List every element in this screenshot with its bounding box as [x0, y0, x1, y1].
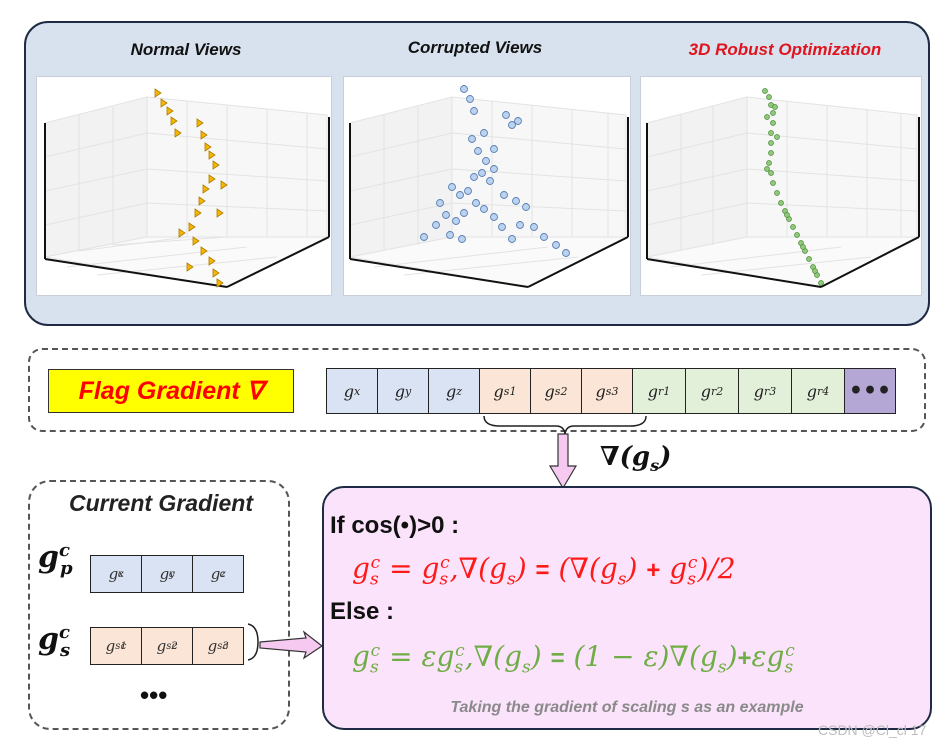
flag-gradient-label: Flag Gradient ∇: [48, 369, 294, 413]
robust-optimization-title: 3D Robust Optimization: [688, 40, 882, 59]
current-gradient-title: Current Gradient: [68, 490, 254, 516]
else-condition: Else :: [330, 598, 395, 625]
corrupted-views-plot: [343, 76, 631, 296]
current-cell-s-s1: g s1 c: [90, 627, 142, 665]
robust-optimization-points: [762, 88, 824, 286]
current-gradient-frame: [28, 480, 290, 730]
if-condition: If cos(•)>0 :: [330, 512, 460, 539]
watermark: CSDN @Cl_cl 17: [818, 722, 927, 738]
flag-cell-s3: g s3: [581, 368, 633, 414]
flag-gradient-frame: [28, 348, 926, 432]
normal-views-plot: [36, 76, 332, 296]
flag-cell-more: •••: [844, 368, 896, 414]
formula-box: [322, 486, 932, 730]
current-cell-s-s3: g s3 c: [192, 627, 244, 665]
normal-views-points: [154, 88, 228, 288]
corrupted-views-points: [420, 85, 570, 257]
current-ellipsis: •••: [140, 680, 168, 710]
corrupted-views-title: Corrupted Views: [407, 38, 543, 57]
else-formula: gsc = εgsc,∇(gs) = (1 − ε)∇(gs)+εgsc: [352, 640, 795, 678]
gs-symbol: gcs: [38, 622, 71, 661]
flag-cell-s2: g s2: [530, 368, 582, 414]
corrupted-views-3d-plot: [349, 85, 629, 288]
if-formula: gsc = gsc,∇(gs) = (∇(gs) + gsc)/2: [352, 552, 736, 590]
flag-cell-r3: g r3: [738, 368, 792, 414]
flag-cell-s1: g s1: [479, 368, 531, 414]
robust-optimization-3d-plot: [646, 88, 920, 288]
normal-views-3d-plot: [44, 88, 330, 288]
gradient-gs-label: ∇(gs): [600, 442, 672, 476]
flag-cell-r4: g r4: [791, 368, 845, 414]
flag-cell-r1: g r1: [632, 368, 686, 414]
down-arrow-icon: [548, 433, 578, 490]
formula-note: Taking the gradient of scaling s as an e…: [450, 699, 804, 716]
current-cell-s-s2: g s2 c: [141, 627, 193, 665]
right-arrow-icon: [247, 623, 324, 661]
gp-symbol: gcp: [38, 540, 73, 579]
robust-optimization-plot: [640, 76, 922, 296]
normal-views-title: Normal Views: [130, 40, 242, 59]
flag-cell-r2: g r2: [685, 368, 739, 414]
